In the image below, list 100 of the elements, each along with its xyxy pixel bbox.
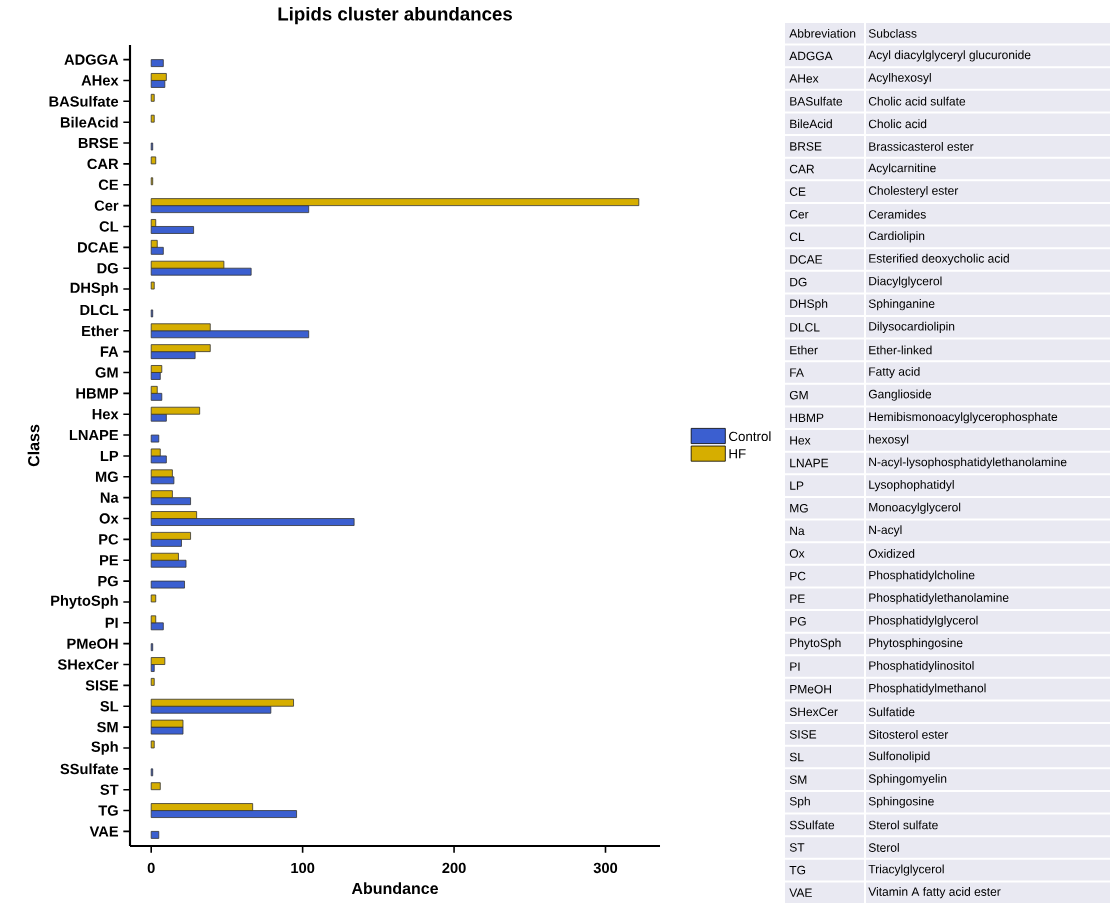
y-tick-label: HBMP — [76, 388, 119, 399]
text: BRSE — [790, 142, 822, 151]
bar — [150, 782, 161, 791]
y-tick-label: LNAPE — [69, 430, 119, 441]
text: SHexCer — [789, 707, 838, 717]
text: Hex — [790, 436, 811, 445]
text: SSulfate — [789, 820, 835, 830]
y-tick-label: Cer — [94, 200, 119, 211]
y-tick-label: BASulfate — [49, 95, 119, 107]
text: PG — [790, 617, 806, 626]
text: Phosphatidylmethanol — [869, 683, 986, 695]
y-tick-label: GM — [95, 367, 118, 378]
y-tick-label: SISE — [85, 680, 119, 691]
text: PMeOH — [790, 684, 831, 694]
text: Hemibismonoacylglycerophosphate — [869, 412, 1058, 424]
y-tick-label: VAE — [89, 826, 119, 837]
y-tick-label: Na — [100, 492, 119, 503]
text: N-acyl — [869, 525, 902, 537]
y-tick-label: PE — [100, 555, 119, 566]
y-tick-label: Hex — [92, 409, 119, 420]
y-tick-label: BRSE — [78, 137, 119, 149]
text: Vitamin A fatty acid ester — [868, 887, 1001, 899]
text: DHSph — [790, 299, 828, 311]
text: ST — [789, 843, 805, 852]
text: Acyl diacylglyceryl glucuronide — [868, 50, 1031, 62]
y-tick-label: FA — [100, 346, 119, 357]
text: Acylcarnitine — [868, 163, 936, 175]
text: Sulfonolipid — [868, 751, 930, 763]
bar — [150, 740, 155, 749]
bar — [150, 281, 155, 290]
y-tick-label: DG — [97, 263, 118, 274]
y-tick-label: SL — [100, 701, 119, 712]
y-tick-label: Sph — [91, 741, 118, 755]
y-tick-label: AHex — [81, 75, 119, 86]
chart-title: Lipids cluster abundances — [278, 6, 512, 25]
y-tick-label: Ether — [82, 325, 119, 337]
text: Abbreviation — [789, 28, 856, 38]
text: hexosyl — [869, 434, 909, 446]
text: DLCL — [790, 323, 820, 332]
y-tick-label: CE — [98, 179, 119, 190]
y-tick-label: SM — [97, 721, 118, 733]
text: Dilysocardiolipin — [869, 321, 955, 333]
text: Oxidized — [868, 549, 915, 558]
text: Esterified deoxycholic acid — [869, 253, 1009, 266]
y-tick-label: MG — [95, 471, 118, 482]
y-tick-label: DCAE — [78, 242, 119, 253]
text: Sterol — [868, 843, 899, 852]
text: Lysophophatidyl — [869, 480, 954, 492]
legend-label: HF — [729, 449, 746, 459]
bar — [150, 434, 160, 443]
text: Ether — [790, 345, 818, 355]
y-tick-label: DHSph — [70, 282, 118, 296]
text: Phosphatidylinositol — [869, 660, 974, 673]
text: Sulfatide — [868, 707, 915, 717]
text: PC — [790, 571, 806, 581]
bar — [150, 831, 160, 839]
text: Acylhexosyl — [868, 72, 931, 85]
text: Sphinganine — [868, 299, 935, 311]
text: SISE — [789, 730, 817, 739]
text: Diacylglycerol — [869, 276, 942, 288]
text: FA — [790, 368, 804, 377]
text: PI — [790, 662, 800, 671]
text: N-acyl-lysophosphatidylethanolamine — [869, 457, 1067, 469]
text: BileAcid — [790, 119, 832, 129]
text: MG — [790, 503, 808, 513]
y-tick-label: BileAcid — [60, 116, 118, 128]
y-tick-label: SSulfate — [60, 763, 119, 775]
text: PE — [790, 594, 805, 603]
text: CAR — [789, 164, 815, 174]
text: Sphingomyelin — [868, 774, 947, 786]
bar — [150, 114, 155, 123]
bar — [150, 594, 157, 603]
text: Monoacylglycerol — [869, 502, 961, 514]
text: Ceramides — [868, 209, 926, 219]
text: Phosphatidylcholine — [869, 570, 975, 582]
legend-label: Control — [729, 431, 771, 442]
text: Cholic acid — [868, 119, 927, 129]
text: LNAPE — [790, 458, 829, 468]
y-tick-label: CAR — [87, 158, 119, 170]
y-tick-label: ADGGA — [64, 54, 119, 65]
text: Sterol sulfate — [868, 820, 938, 830]
y-tick-label: CL — [99, 221, 119, 232]
text: Cholesteryl ester — [868, 186, 959, 198]
text: Sitosterol ester — [868, 729, 949, 739]
bar — [150, 677, 155, 686]
text: TG — [789, 865, 806, 875]
bar — [150, 59, 164, 67]
text: Ox — [789, 549, 805, 558]
y-tick-label: PC — [99, 534, 119, 545]
y-tick-label: Ox — [99, 513, 119, 524]
bar — [150, 93, 155, 102]
x-tick-label: 200 — [442, 862, 466, 874]
text: CE — [789, 187, 806, 196]
x-tick-label: 0 — [147, 862, 155, 874]
y-tick-label: PG — [98, 575, 118, 587]
text: GM — [789, 390, 808, 400]
text: Cer — [789, 209, 809, 219]
text: ADGGA — [789, 51, 833, 61]
bar — [150, 156, 157, 165]
y-tick-label: PMeOH — [67, 638, 118, 649]
